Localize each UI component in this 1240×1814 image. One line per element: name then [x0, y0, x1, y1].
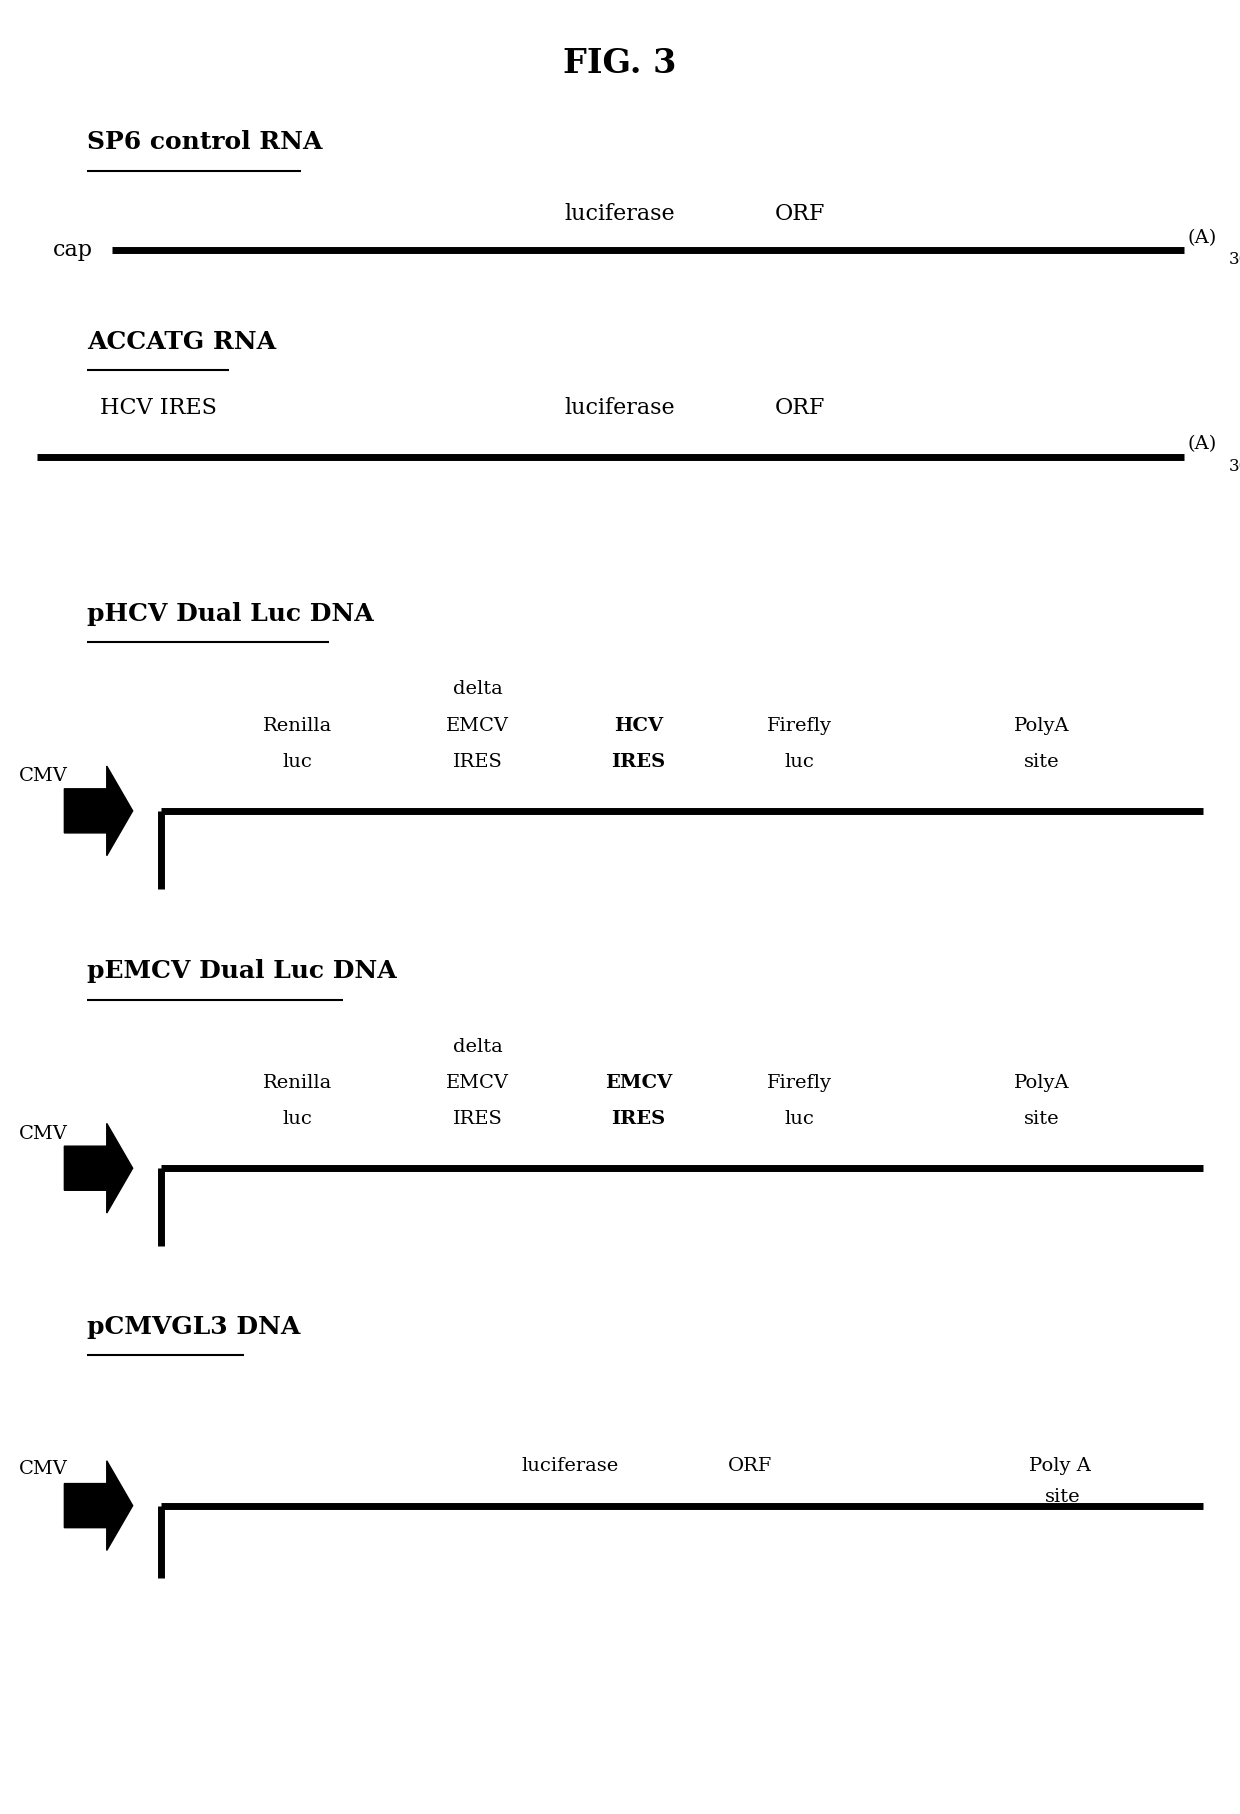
- Text: FIG. 3: FIG. 3: [563, 47, 677, 80]
- Text: SP6 control RNA: SP6 control RNA: [87, 131, 322, 154]
- Text: cap: cap: [53, 239, 93, 261]
- Text: ORF: ORF: [775, 397, 825, 419]
- Text: site: site: [1045, 1487, 1080, 1506]
- Text: (A): (A): [1188, 435, 1218, 454]
- Text: Renilla: Renilla: [263, 717, 332, 735]
- Polygon shape: [64, 1123, 133, 1214]
- Text: pHCV Dual Luc DNA: pHCV Dual Luc DNA: [87, 602, 373, 626]
- Text: 30: 30: [1229, 457, 1240, 475]
- Text: pEMCV Dual Luc DNA: pEMCV Dual Luc DNA: [87, 960, 397, 983]
- Text: site: site: [1024, 753, 1059, 771]
- Text: 30: 30: [1229, 250, 1240, 268]
- Text: EMCV: EMCV: [446, 717, 508, 735]
- Text: IRES: IRES: [611, 753, 666, 771]
- Text: CMV: CMV: [20, 767, 68, 785]
- Polygon shape: [64, 766, 133, 856]
- Text: CMV: CMV: [20, 1460, 68, 1478]
- Text: luciferase: luciferase: [564, 397, 676, 419]
- Text: delta: delta: [453, 1038, 502, 1056]
- Text: site: site: [1024, 1110, 1059, 1128]
- Text: HCV: HCV: [614, 717, 663, 735]
- Text: luciferase: luciferase: [564, 203, 676, 225]
- Text: CMV: CMV: [20, 1125, 68, 1143]
- Text: luc: luc: [283, 753, 312, 771]
- Text: PolyA: PolyA: [1014, 717, 1069, 735]
- Text: Firefly: Firefly: [768, 717, 832, 735]
- Text: delta: delta: [453, 680, 502, 698]
- Text: HCV IRES: HCV IRES: [100, 397, 217, 419]
- Text: (A): (A): [1188, 229, 1218, 247]
- Text: IRES: IRES: [453, 753, 502, 771]
- Text: luciferase: luciferase: [522, 1457, 619, 1475]
- Text: luc: luc: [785, 1110, 815, 1128]
- Text: IRES: IRES: [453, 1110, 502, 1128]
- Text: ORF: ORF: [775, 203, 825, 225]
- Text: ACCATG RNA: ACCATG RNA: [87, 330, 277, 354]
- Text: Poly A: Poly A: [1029, 1457, 1091, 1475]
- Text: pCMVGL3 DNA: pCMVGL3 DNA: [87, 1315, 300, 1339]
- Text: luc: luc: [785, 753, 815, 771]
- Polygon shape: [64, 1460, 133, 1551]
- Text: luc: luc: [283, 1110, 312, 1128]
- Text: IRES: IRES: [611, 1110, 666, 1128]
- Text: ORF: ORF: [728, 1457, 773, 1475]
- Text: EMCV: EMCV: [446, 1074, 508, 1092]
- Text: Firefly: Firefly: [768, 1074, 832, 1092]
- Text: PolyA: PolyA: [1014, 1074, 1069, 1092]
- Text: Renilla: Renilla: [263, 1074, 332, 1092]
- Text: EMCV: EMCV: [605, 1074, 672, 1092]
